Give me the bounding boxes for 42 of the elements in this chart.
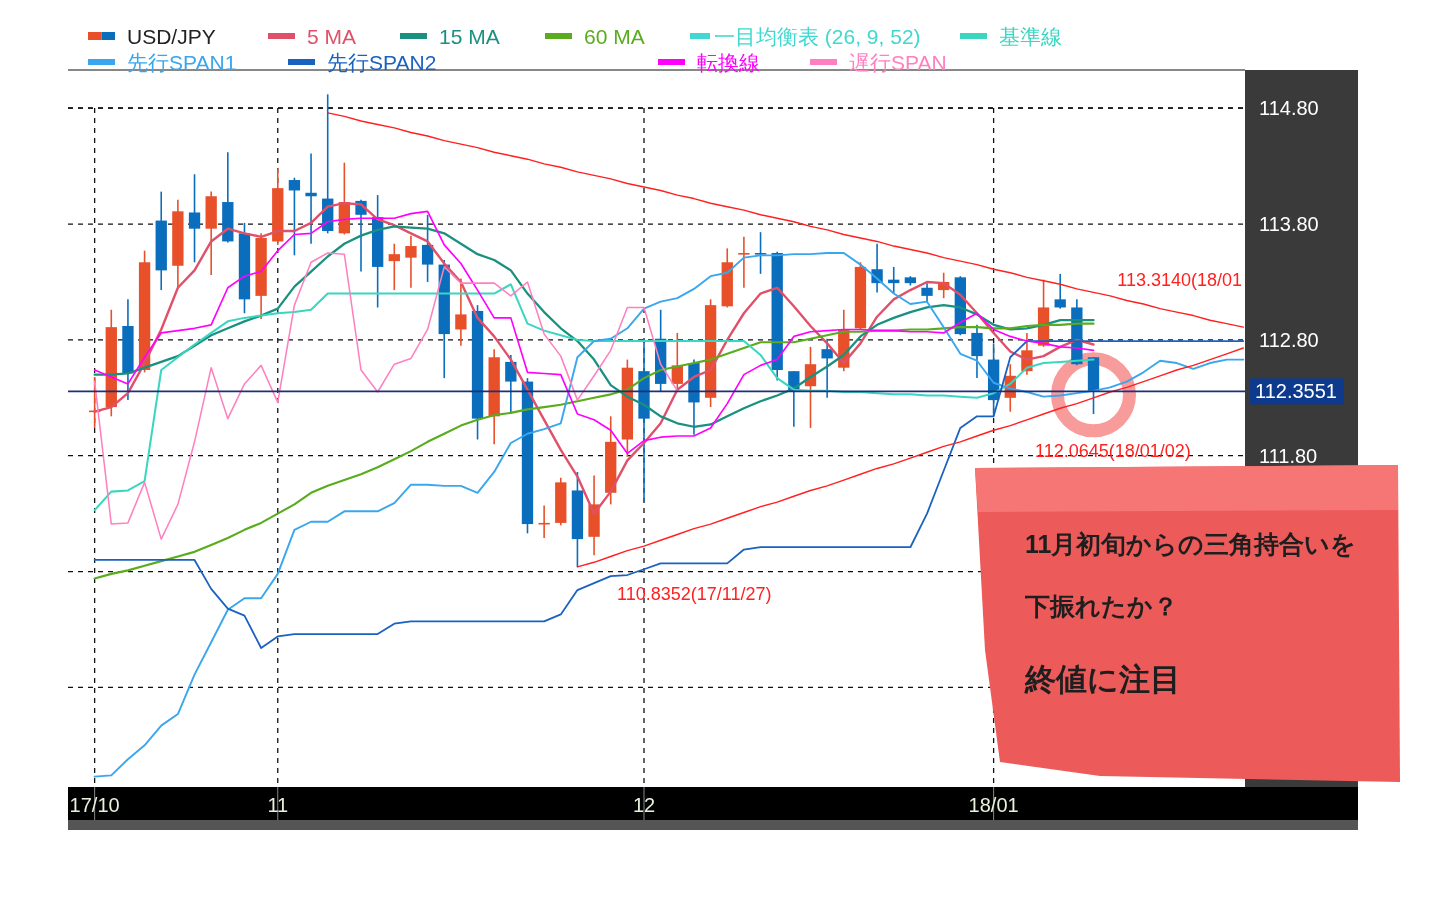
candlestick (821, 337, 833, 399)
legend-label: 遅行SPAN (849, 51, 947, 74)
candlestick (388, 242, 400, 291)
legend-label: 15 MA (439, 25, 500, 48)
y-tick-label: 113.80 (1259, 213, 1319, 236)
x-tick-label: 17/10 (69, 794, 120, 816)
line-series (93, 225, 1095, 428)
legend-title: 一目均衡表 (26, 9, 52) (714, 25, 921, 48)
annotation: 112.0645(18/01/02) (1035, 441, 1191, 461)
legend-label: 5 MA (307, 25, 357, 48)
y-tick-label: 111.80 (1259, 444, 1318, 467)
candlestick (405, 234, 417, 289)
annotation: 113.3140(18/01 (1117, 270, 1242, 290)
legend-label: 60 MA (584, 25, 645, 48)
line-series (327, 112, 1245, 328)
y-tick-label: 114.80 (1259, 97, 1319, 120)
legend-label: 転換線 (697, 51, 760, 74)
candlestick (1054, 273, 1066, 310)
candlestick (538, 504, 550, 539)
candlestick (188, 173, 201, 264)
candlestick (921, 282, 933, 304)
candlestick (505, 354, 517, 415)
candlestick (305, 152, 317, 245)
x-tick-label: 12 (632, 794, 656, 816)
candlestick (421, 213, 434, 283)
candlestick (738, 236, 750, 289)
legend-label: 基準線 (999, 25, 1062, 48)
x-tick-label: 18/01 (968, 794, 1019, 816)
legend-label: USD/JPY (127, 25, 216, 48)
ref-line-label: 112.3551 (1255, 380, 1337, 403)
x-tick-label: 11 (267, 794, 289, 816)
legend-label: 先行SPAN1 (127, 51, 237, 74)
legend-label: 先行SPAN2 (327, 51, 437, 74)
candlestick (455, 277, 467, 347)
annotation: 11月初旬からの三角持合いを (1025, 530, 1357, 558)
candlestick (288, 176, 301, 257)
annotation: 110.8352(17/11/27) (617, 584, 772, 604)
y-tick-label: 112.80 (1259, 328, 1319, 351)
annotation: 終値に注目 (1024, 662, 1181, 697)
candlestick (971, 324, 983, 379)
line-series (93, 252, 679, 540)
annotation: 下振れたか？ (1024, 592, 1178, 620)
